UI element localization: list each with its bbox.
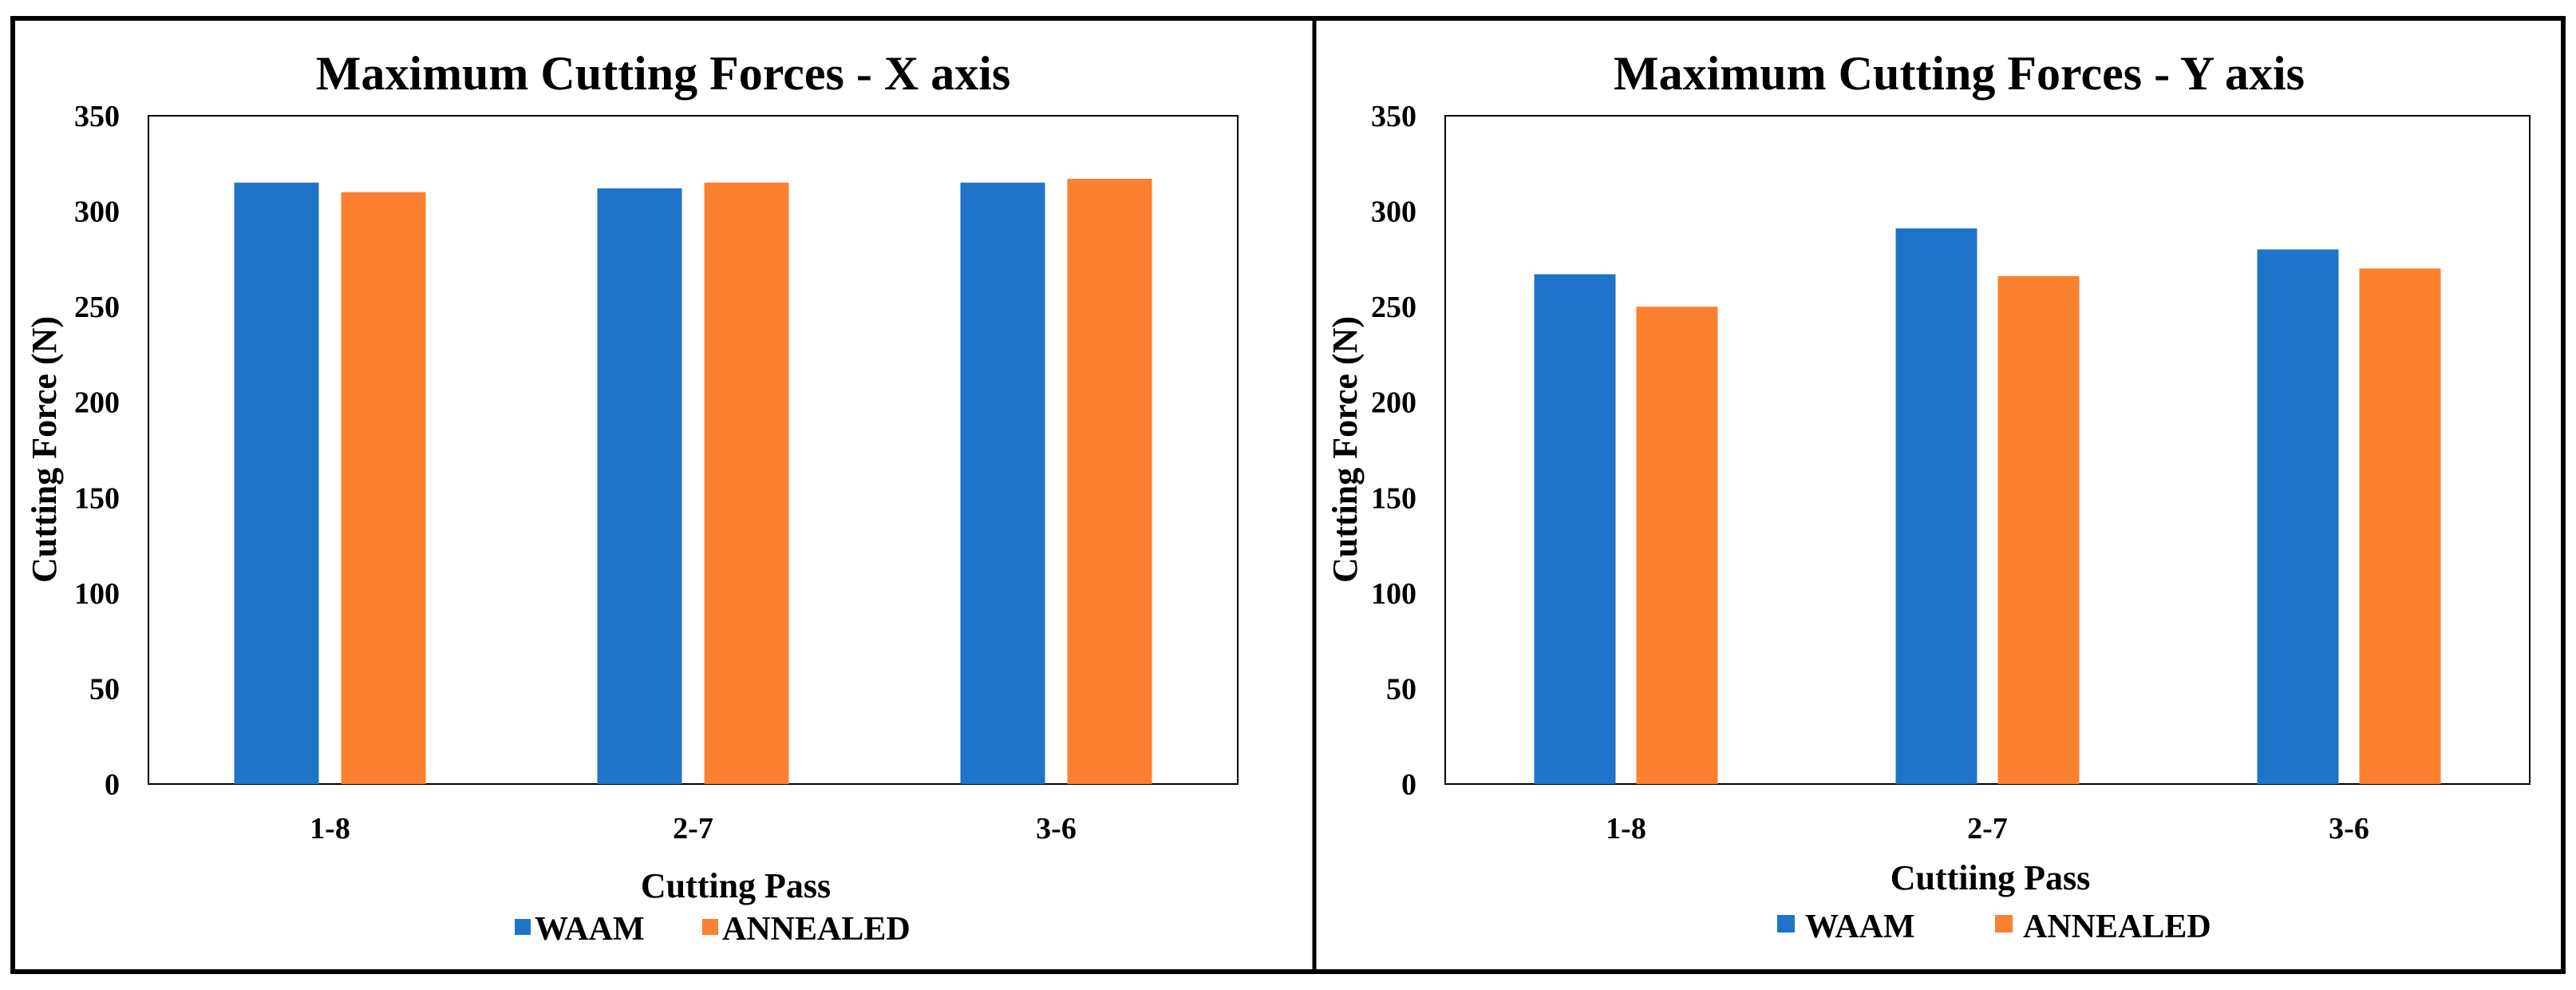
x-axis-label: Cutting Pass [641, 866, 831, 905]
legend-swatch-waam [515, 919, 531, 935]
y-tick-label: 350 [74, 100, 120, 133]
x-tick-label: 2-7 [1967, 812, 2008, 845]
bar-waam-1-8 [1534, 274, 1616, 784]
x-tick-label: 1-8 [310, 812, 350, 845]
legend-label-waam: WAAM [1805, 909, 1915, 945]
bar-waam-2-7 [597, 188, 682, 785]
figure-frame [10, 16, 2566, 974]
bar-annealed-1-8 [1636, 307, 1718, 785]
bar-annealed-2-7 [704, 182, 789, 784]
y-tick-label: 0 [105, 768, 120, 802]
y-tick-label: 150 [1371, 481, 1416, 515]
y-tick-label: 250 [1371, 291, 1416, 324]
legend-swatch-annealed [702, 919, 718, 935]
plot-area [148, 115, 1239, 785]
bar-waam-3-6 [2257, 249, 2339, 784]
bar-waam-2-7 [1895, 228, 1977, 784]
chart-panel-y-axis: Maximum Cutting Forces - Y axis 0 50 100 15… [1326, 47, 2531, 945]
y-tick-label: 250 [74, 291, 120, 324]
x-tick-label: 2-7 [673, 812, 713, 845]
bar-annealed-3-6 [1067, 178, 1152, 785]
y-tick-label: 0 [1401, 768, 1416, 802]
bar-waam-1-8 [234, 182, 319, 784]
y-axis-label: Cutting Force (N) [25, 316, 64, 583]
bar-annealed-3-6 [2359, 268, 2441, 784]
bar-annealed-2-7 [1997, 275, 2080, 784]
legend-label-waam: WAAM [535, 911, 645, 948]
chart-title: Maximum Cutting Forces - X axis [316, 47, 1010, 100]
x-tick-label: 3-6 [1036, 812, 1077, 845]
y-axis-label: Cutting Force (N) [1326, 316, 1365, 583]
y-tick-label: 50 [89, 672, 120, 706]
y-tick-label: 300 [74, 196, 120, 229]
legend: WAAM ANNEALED [515, 911, 911, 948]
chart-panel-x-axis: Maximum Cutting Forces - X axis 0 50 100 15… [25, 47, 1239, 948]
y-tick-label: 100 [1371, 577, 1416, 611]
legend-label-annealed: ANNEALED [2023, 909, 2211, 945]
y-tick-label: 50 [1386, 672, 1416, 706]
chart-title: Maximum Cutting Forces - Y axis [1614, 47, 2305, 100]
x-tick-label: 3-6 [2329, 812, 2369, 845]
bar-waam-3-6 [960, 182, 1045, 784]
legend-label-annealed: ANNEALED [722, 911, 911, 948]
y-tick-label: 200 [74, 386, 120, 420]
legend-swatch-waam [1777, 915, 1795, 933]
plot-area [1444, 115, 2531, 785]
legend-swatch-annealed [1995, 915, 2013, 933]
y-tick-label: 200 [1371, 386, 1416, 420]
y-tick-label: 150 [74, 481, 120, 515]
legend: WAAM ANNEALED [1777, 909, 2211, 945]
y-tick-label: 300 [1371, 196, 1416, 229]
bar-annealed-1-8 [341, 192, 426, 784]
x-tick-label: 1-8 [1606, 812, 1646, 845]
x-axis-label: Cuttiing Pass [1891, 858, 2091, 897]
y-tick-label: 100 [74, 577, 120, 611]
y-tick-label: 350 [1371, 100, 1416, 133]
